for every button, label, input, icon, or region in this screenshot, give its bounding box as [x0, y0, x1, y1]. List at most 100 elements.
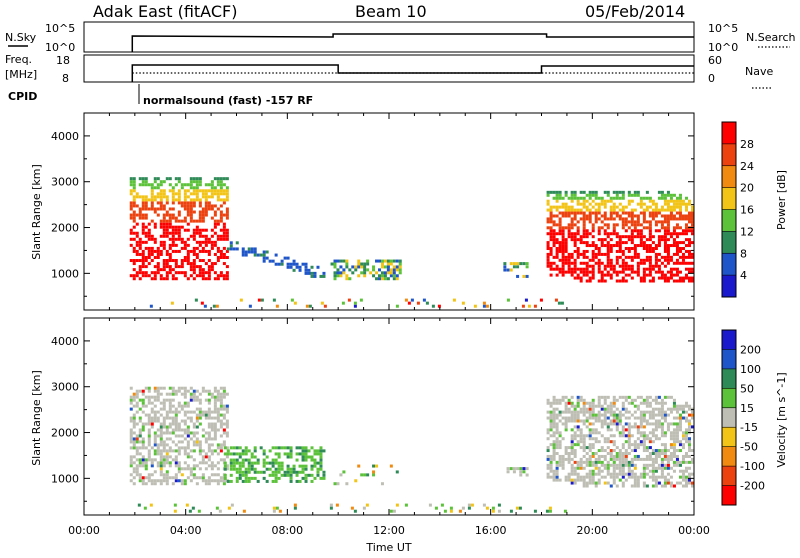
range-time-cell	[265, 467, 269, 471]
range-time-cell	[342, 268, 346, 272]
range-time-cell	[135, 404, 139, 408]
range-time-cell	[533, 509, 537, 513]
range-time-cell	[645, 244, 649, 248]
range-time-cell	[186, 189, 190, 193]
range-time-cell	[171, 228, 175, 232]
range-time-cell	[461, 506, 465, 510]
range-time-cell	[250, 250, 254, 254]
range-time-cell	[672, 407, 676, 411]
range-time-cell	[189, 262, 193, 266]
range-time-cell	[579, 252, 583, 256]
range-time-cell	[512, 265, 516, 269]
range-time-cell	[630, 264, 634, 268]
range-time-cell	[395, 470, 399, 474]
range-time-cell	[666, 279, 670, 283]
range-time-cell	[159, 189, 163, 193]
range-time-cell	[576, 463, 580, 467]
range-time-cell	[174, 392, 178, 396]
range-time-cell	[244, 473, 248, 477]
range-time-cell	[552, 457, 556, 461]
range-time-cell	[301, 458, 305, 462]
range-time-cell	[588, 244, 592, 248]
range-time-cell	[573, 469, 577, 473]
range-time-cell	[615, 425, 619, 429]
range-time-cell	[180, 440, 184, 444]
range-time-cell	[636, 273, 640, 277]
range-time-cell	[241, 461, 245, 465]
range-time-cell	[204, 207, 208, 211]
range-time-cell	[615, 472, 619, 476]
range-time-cell	[648, 249, 652, 253]
range-time-cell	[204, 452, 208, 456]
range-time-cell	[277, 461, 281, 465]
range-time-cell	[663, 475, 667, 479]
range-time-cell	[639, 202, 643, 206]
range-time-cell	[168, 401, 172, 405]
range-time-cell	[141, 422, 145, 426]
range-time-cell	[600, 463, 604, 467]
range-time-cell	[684, 404, 688, 408]
range-time-cell	[336, 271, 340, 275]
range-time-cell	[666, 199, 670, 203]
range-time-cell	[549, 205, 553, 209]
range-time-cell	[609, 440, 613, 444]
range-time-cell	[663, 451, 667, 455]
range-time-cell	[546, 457, 550, 461]
range-time-cell	[150, 271, 154, 275]
range-time-cell	[434, 506, 438, 510]
range-time-cell	[684, 255, 688, 259]
range-time-cell	[546, 264, 550, 268]
range-time-cell	[558, 401, 562, 405]
range-time-cell	[627, 255, 631, 259]
range-time-cell	[195, 231, 199, 235]
range-time-cell	[582, 232, 586, 236]
range-time-cell	[600, 469, 604, 473]
range-time-cell	[606, 466, 610, 470]
range-time-cell	[672, 437, 676, 441]
range-time-cell	[147, 231, 151, 235]
range-time-cell	[207, 410, 211, 414]
range-time-cell	[684, 466, 688, 470]
range-time-cell	[244, 253, 248, 257]
range-time-cell	[183, 392, 187, 396]
range-time-cell	[609, 475, 613, 479]
range-time-cell	[219, 404, 223, 408]
range-time-cell	[219, 419, 223, 423]
range-time-cell	[198, 461, 202, 465]
range-time-cell	[153, 479, 157, 483]
range-time-cell	[645, 196, 649, 200]
range-time-cell	[195, 389, 199, 393]
range-time-cell	[141, 446, 145, 450]
range-time-cell	[380, 265, 384, 269]
range-time-cell	[222, 422, 226, 426]
range-time-cell	[681, 431, 685, 435]
range-time-cell	[333, 277, 337, 281]
range-time-cell	[567, 398, 571, 402]
range-time-cell	[549, 220, 553, 224]
range-time-cell	[235, 476, 239, 480]
range-time-cell	[645, 205, 649, 209]
range-time-cell	[141, 195, 145, 199]
range-time-cell	[132, 198, 136, 202]
range-time-cell	[226, 479, 230, 483]
range-time-cell	[654, 223, 658, 227]
range-time-cell	[687, 249, 691, 253]
range-time-cell	[555, 466, 559, 470]
range-time-cell	[657, 407, 661, 411]
range-time-cell	[162, 455, 166, 459]
range-time-cell	[207, 479, 211, 483]
range-time-cell	[304, 458, 308, 462]
range-time-cell	[180, 473, 184, 477]
range-time-cell	[600, 434, 604, 438]
range-time-cell	[660, 431, 664, 435]
range-time-cell	[687, 255, 691, 259]
range-time-cell	[135, 437, 139, 441]
range-time-cell	[669, 454, 673, 458]
range-time-cell	[642, 410, 646, 414]
range-time-cell	[627, 246, 631, 250]
range-time-cell	[609, 451, 613, 455]
range-time-cell	[195, 437, 199, 441]
range-time-cell	[591, 205, 595, 209]
range-time-cell	[223, 452, 227, 456]
range-time-cell	[207, 204, 211, 208]
